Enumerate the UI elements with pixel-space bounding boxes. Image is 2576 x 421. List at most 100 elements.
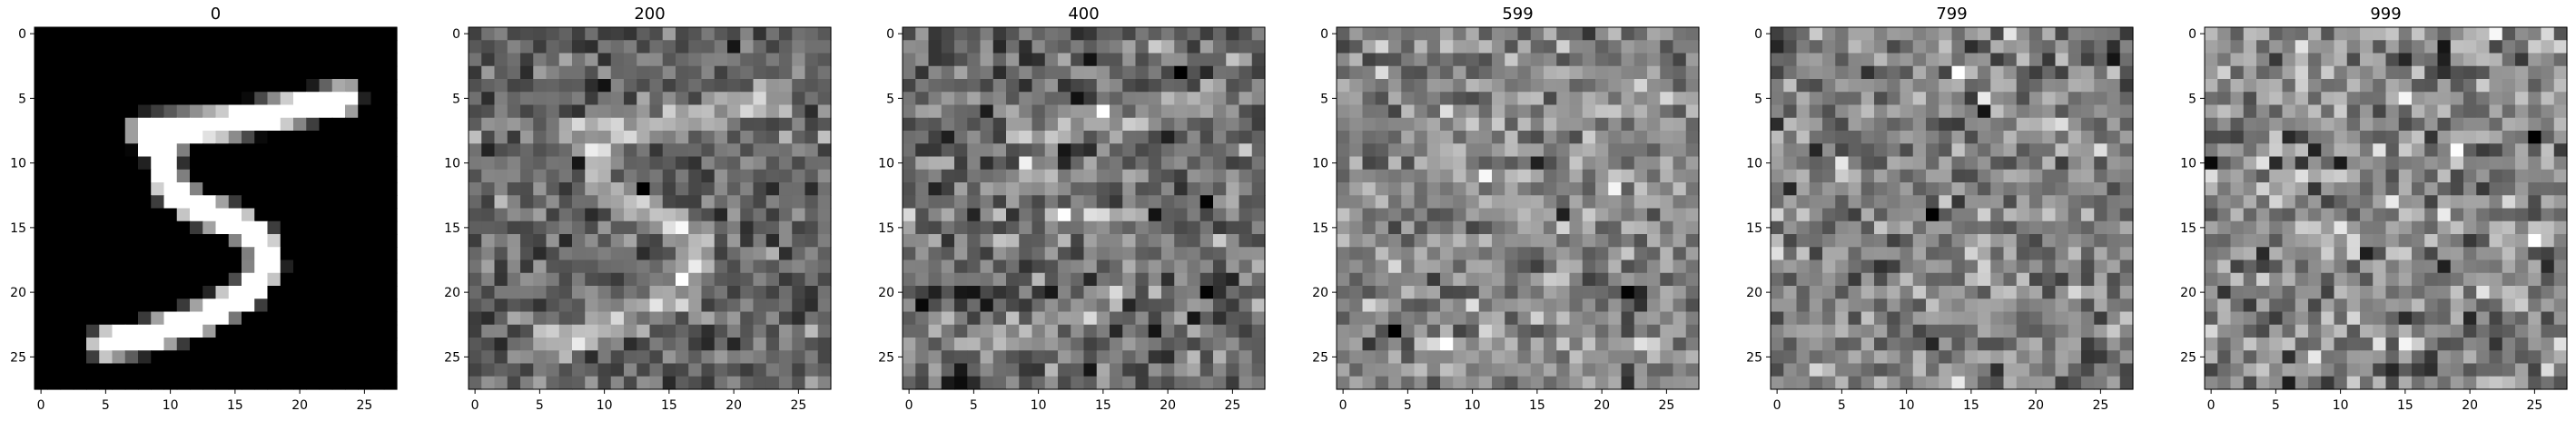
heatmap-cell bbox=[1608, 338, 1623, 351]
heatmap-cell bbox=[1990, 208, 2005, 222]
heatmap-cell bbox=[215, 259, 230, 274]
heatmap-cell bbox=[1414, 79, 1428, 93]
heatmap-cell bbox=[2119, 182, 2134, 196]
heatmap-cell bbox=[2295, 65, 2309, 80]
heatmap-cell bbox=[1226, 195, 1240, 210]
heatmap-cell bbox=[358, 286, 372, 299]
heatmap-cell bbox=[2321, 169, 2335, 183]
heatmap-cell bbox=[1031, 131, 1046, 144]
heatmap-cell bbox=[1647, 338, 1661, 351]
heatmap-cell bbox=[1809, 117, 1823, 132]
heatmap-cell bbox=[1401, 208, 1416, 222]
heatmap-cell bbox=[1544, 220, 1557, 235]
heatmap-cell bbox=[2243, 156, 2257, 171]
heatmap-cell bbox=[980, 117, 994, 132]
heatmap-cell bbox=[2205, 311, 2218, 326]
heatmap-cell bbox=[1544, 350, 1557, 365]
heatmap-cell bbox=[2334, 27, 2348, 41]
heatmap-cell bbox=[2029, 247, 2043, 261]
heatmap-cell bbox=[1199, 311, 1214, 326]
heatmap-cell bbox=[2308, 79, 2322, 93]
heatmap-cell bbox=[1031, 350, 1046, 365]
heatmap-cell bbox=[1835, 220, 1850, 235]
heatmap-cell bbox=[60, 182, 74, 196]
heatmap-cell bbox=[1226, 311, 1240, 326]
heatmap-cell bbox=[2541, 27, 2555, 41]
heatmap-cell bbox=[228, 363, 242, 377]
heatmap-cell bbox=[1900, 79, 1914, 93]
heatmap-cell bbox=[242, 117, 255, 132]
heatmap-cell bbox=[2029, 259, 2043, 274]
heatmap-cell bbox=[1860, 195, 1875, 210]
heatmap-cell bbox=[1685, 156, 1700, 171]
heatmap-cell bbox=[2107, 131, 2121, 144]
heatmap-cell bbox=[1544, 311, 1557, 326]
heatmap-cell bbox=[2269, 92, 2284, 106]
heatmap-cell bbox=[1058, 220, 1071, 235]
heatmap-cell bbox=[1478, 376, 1493, 390]
heatmap-cell bbox=[1122, 117, 1137, 132]
heatmap-cell bbox=[1239, 40, 1253, 54]
heatmap-cell bbox=[1544, 53, 1557, 67]
heatmap-cell bbox=[779, 234, 793, 248]
heatmap-cell bbox=[215, 272, 230, 287]
heatmap-cell bbox=[1809, 338, 1823, 351]
heatmap-cell bbox=[2256, 234, 2270, 248]
heatmap-cell bbox=[662, 65, 676, 80]
heatmap-cell bbox=[2385, 92, 2400, 106]
heatmap-cell bbox=[1835, 324, 1850, 338]
heatmap-cell bbox=[1835, 40, 1850, 54]
heatmap-cell bbox=[1239, 350, 1253, 365]
heatmap-cell bbox=[792, 376, 806, 390]
heatmap-cell bbox=[1848, 363, 1862, 377]
heatmap-cell bbox=[151, 195, 165, 210]
heatmap-cell bbox=[2068, 195, 2082, 210]
heatmap-cell bbox=[992, 376, 1007, 390]
heatmap-cell bbox=[2450, 195, 2464, 210]
heatmap-cell bbox=[1122, 234, 1137, 248]
heatmap-cell bbox=[765, 259, 780, 274]
heatmap-cell bbox=[2334, 350, 2348, 365]
heatmap-cell bbox=[1375, 259, 1389, 274]
panel-title: 200 bbox=[634, 5, 665, 24]
heatmap-cell bbox=[2308, 247, 2322, 261]
heatmap-cell bbox=[151, 169, 165, 183]
heatmap-cell bbox=[2360, 338, 2374, 351]
heatmap-cell bbox=[1505, 79, 1519, 93]
heatmap-cell bbox=[176, 220, 191, 235]
heatmap-cell bbox=[358, 350, 372, 365]
heatmap-cell bbox=[2321, 350, 2335, 365]
heatmap-cell bbox=[1110, 363, 1123, 377]
heatmap-cell bbox=[1388, 131, 1402, 144]
heatmap-cell bbox=[124, 247, 139, 261]
heatmap-cell bbox=[2476, 40, 2491, 54]
heatmap-cell bbox=[624, 169, 637, 183]
heatmap-cell bbox=[73, 65, 87, 80]
heatmap-cell bbox=[163, 182, 178, 196]
heatmap-cell bbox=[2243, 40, 2257, 54]
heatmap-cell bbox=[572, 104, 586, 119]
heatmap-cell bbox=[1900, 195, 1914, 210]
heatmap-cell bbox=[1031, 79, 1046, 93]
heatmap-cell bbox=[1608, 169, 1623, 183]
heatmap-cell bbox=[1673, 324, 1687, 338]
heatmap-cell bbox=[242, 350, 255, 365]
heatmap-cell bbox=[1375, 117, 1389, 132]
heatmap-cell bbox=[112, 92, 126, 106]
heatmap-cell bbox=[383, 53, 398, 67]
heatmap-cell bbox=[714, 208, 728, 222]
heatmap-cell bbox=[1174, 182, 1189, 196]
heatmap-cell bbox=[1978, 234, 1991, 248]
heatmap-cell bbox=[637, 53, 651, 67]
heatmap-cell bbox=[2373, 169, 2387, 183]
heatmap-cell bbox=[124, 79, 139, 93]
heatmap-cell bbox=[1478, 195, 1493, 210]
heatmap-cell bbox=[2515, 286, 2529, 299]
heatmap-cell bbox=[817, 286, 832, 299]
heatmap-cell bbox=[1848, 247, 1862, 261]
heatmap-cell bbox=[2373, 131, 2387, 144]
heatmap-cell bbox=[35, 40, 48, 54]
heatmap-cell bbox=[293, 182, 307, 196]
heatmap-cell bbox=[2424, 131, 2439, 144]
heatmap-cell bbox=[546, 272, 560, 287]
